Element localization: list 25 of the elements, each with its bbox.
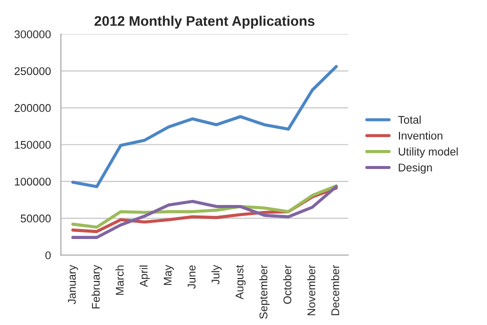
x-tick-label: October	[283, 265, 292, 304]
chart-title: 2012 Monthly Patent Applications	[94, 16, 314, 29]
x-tick-label: April	[140, 266, 150, 288]
x-tick-label: March	[116, 266, 124, 295]
x-tick-label: July	[211, 264, 222, 284]
x-tick-label: January	[68, 264, 78, 304]
y-tick-label: 300000	[14, 30, 51, 38]
legend-label: Total	[398, 116, 421, 124]
x-tick-label: December	[331, 265, 340, 316]
y-tick-label: 250000	[14, 67, 51, 76]
y-tick-label: 100000	[14, 178, 51, 186]
legend-label: Design	[398, 163, 432, 174]
x-tick-label: February	[92, 264, 102, 308]
x-tick-label: November	[307, 265, 316, 316]
legend-label: Utility model	[398, 147, 458, 158]
y-tick-label: 50000	[20, 214, 51, 222]
y-tick-label: 150000	[14, 140, 51, 149]
y-tick-label: 200000	[14, 104, 51, 112]
line-series	[71, 65, 338, 188]
x-tick-label: May	[164, 264, 174, 285]
y-tick-label: 0	[45, 251, 51, 260]
x-tick-label: September	[259, 265, 270, 319]
x-tick-label: August	[236, 264, 246, 300]
x-tick-label: June	[188, 265, 196, 289]
legend-label: Invention	[398, 131, 442, 140]
